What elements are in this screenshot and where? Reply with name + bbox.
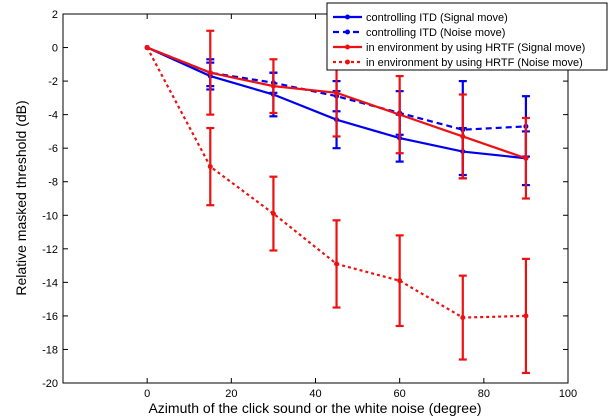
x-tick-label: 40: [309, 388, 321, 400]
y-tick-label: -16: [42, 311, 58, 323]
legend-entry-3: in environment by using HRTF (Signal mov…: [333, 42, 585, 54]
x-tick-label: 0: [144, 388, 150, 400]
legend-label: controlling ITD (Signal move): [366, 12, 508, 24]
data-point: [397, 112, 403, 118]
y-tick-label: -4: [48, 110, 58, 122]
series-4: [144, 45, 530, 375]
data-point: [144, 45, 150, 51]
x-tick-label: 100: [559, 388, 577, 400]
legend-marker: [345, 59, 350, 65]
y-tick-label: -6: [48, 143, 58, 155]
legend-entry-1: controlling ITD (Signal move): [333, 12, 508, 24]
legend-entry-2: controlling ITD (Noise move): [333, 27, 505, 39]
series-layer: [144, 29, 530, 375]
data-point: [334, 261, 340, 267]
legend-label: in environment by using HRTF (Signal mov…: [366, 42, 585, 54]
legend-marker: [345, 14, 350, 20]
y-tick-label: -20: [42, 378, 58, 390]
legend-marker: [345, 29, 350, 35]
legend-box: [326, 2, 608, 71]
data-point: [207, 164, 213, 170]
y-tick-label: -18: [42, 344, 58, 356]
legend-entry-4: in environment by using HRTF (Noise move…: [333, 57, 583, 69]
legend-label: in environment by using HRTF (Noise move…: [366, 57, 583, 69]
y-tick-label: -12: [42, 244, 58, 256]
legend-label: controlling ITD (Noise move): [366, 27, 505, 39]
x-tick-label: 20: [225, 388, 237, 400]
x-tick-label: 60: [394, 388, 406, 400]
y-tick-label: -8: [48, 177, 58, 189]
x-axis-label: Azimuth of the click sound or the white …: [148, 400, 481, 416]
data-point: [270, 83, 276, 89]
data-point: [523, 313, 529, 319]
data-point: [460, 133, 466, 139]
y-tick-label: -14: [42, 277, 58, 289]
legend-marker: [345, 44, 350, 50]
y-tick-label: -10: [42, 210, 58, 222]
data-point: [523, 155, 529, 161]
y-tick-label: -2: [48, 76, 58, 88]
y-tick-label: 2: [52, 9, 58, 21]
data-point: [460, 315, 466, 321]
data-point: [207, 70, 213, 76]
data-point: [397, 278, 403, 284]
x-tick-label: 80: [478, 388, 490, 400]
legend: controlling ITD (Signal move) controlling…: [326, 2, 608, 71]
data-point: [270, 211, 276, 217]
data-point: [334, 90, 340, 96]
y-tick-label: 0: [52, 43, 58, 55]
y-axis-label: Relative masked threshold (dB): [13, 100, 29, 295]
